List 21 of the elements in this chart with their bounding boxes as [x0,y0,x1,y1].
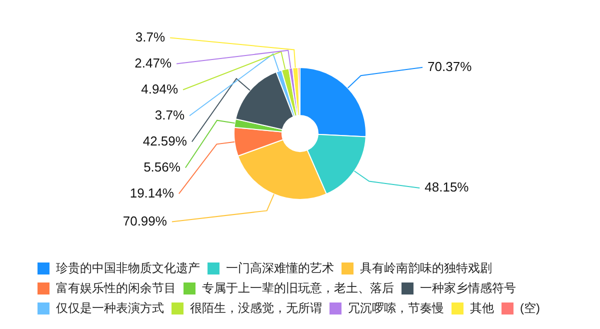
legend-label: 富有娱乐性的闲余节目 [56,280,176,295]
legend-label: 仅仅是一种表演方式 [56,300,164,315]
legend-label: 很陌生，没感觉，无所谓 [190,300,322,315]
legend-label: 一种家乡情感符号 [420,280,516,295]
data-label: 3.7% [135,29,166,44]
legend-label: 其他 [470,300,494,315]
data-label: 5.56% [144,159,181,174]
legend-label: 具有岭南韵味的独特戏剧 [360,260,492,275]
legend-label: 珍贵的中国非物质文化遗产 [56,260,200,275]
data-label: 70.37% [428,58,472,74]
data-label: 42.59% [142,133,188,148]
data-label: 48.15% [424,180,470,195]
data-label: 2.47% [134,55,172,70]
data-label: 4.94% [141,81,178,96]
legend-label: 冗沉啰嗦，节奏慢 [348,300,444,315]
data-label: 70.99% [122,213,168,228]
data-label: 3.7% [154,107,185,122]
legend-label: 一门高深难懂的艺术 [226,260,334,275]
legend-label: 专属于上一辈的旧玩意，老土、落后 [202,280,394,295]
legend-label: (空) [520,300,540,315]
data-label: 19.14% [130,185,174,200]
